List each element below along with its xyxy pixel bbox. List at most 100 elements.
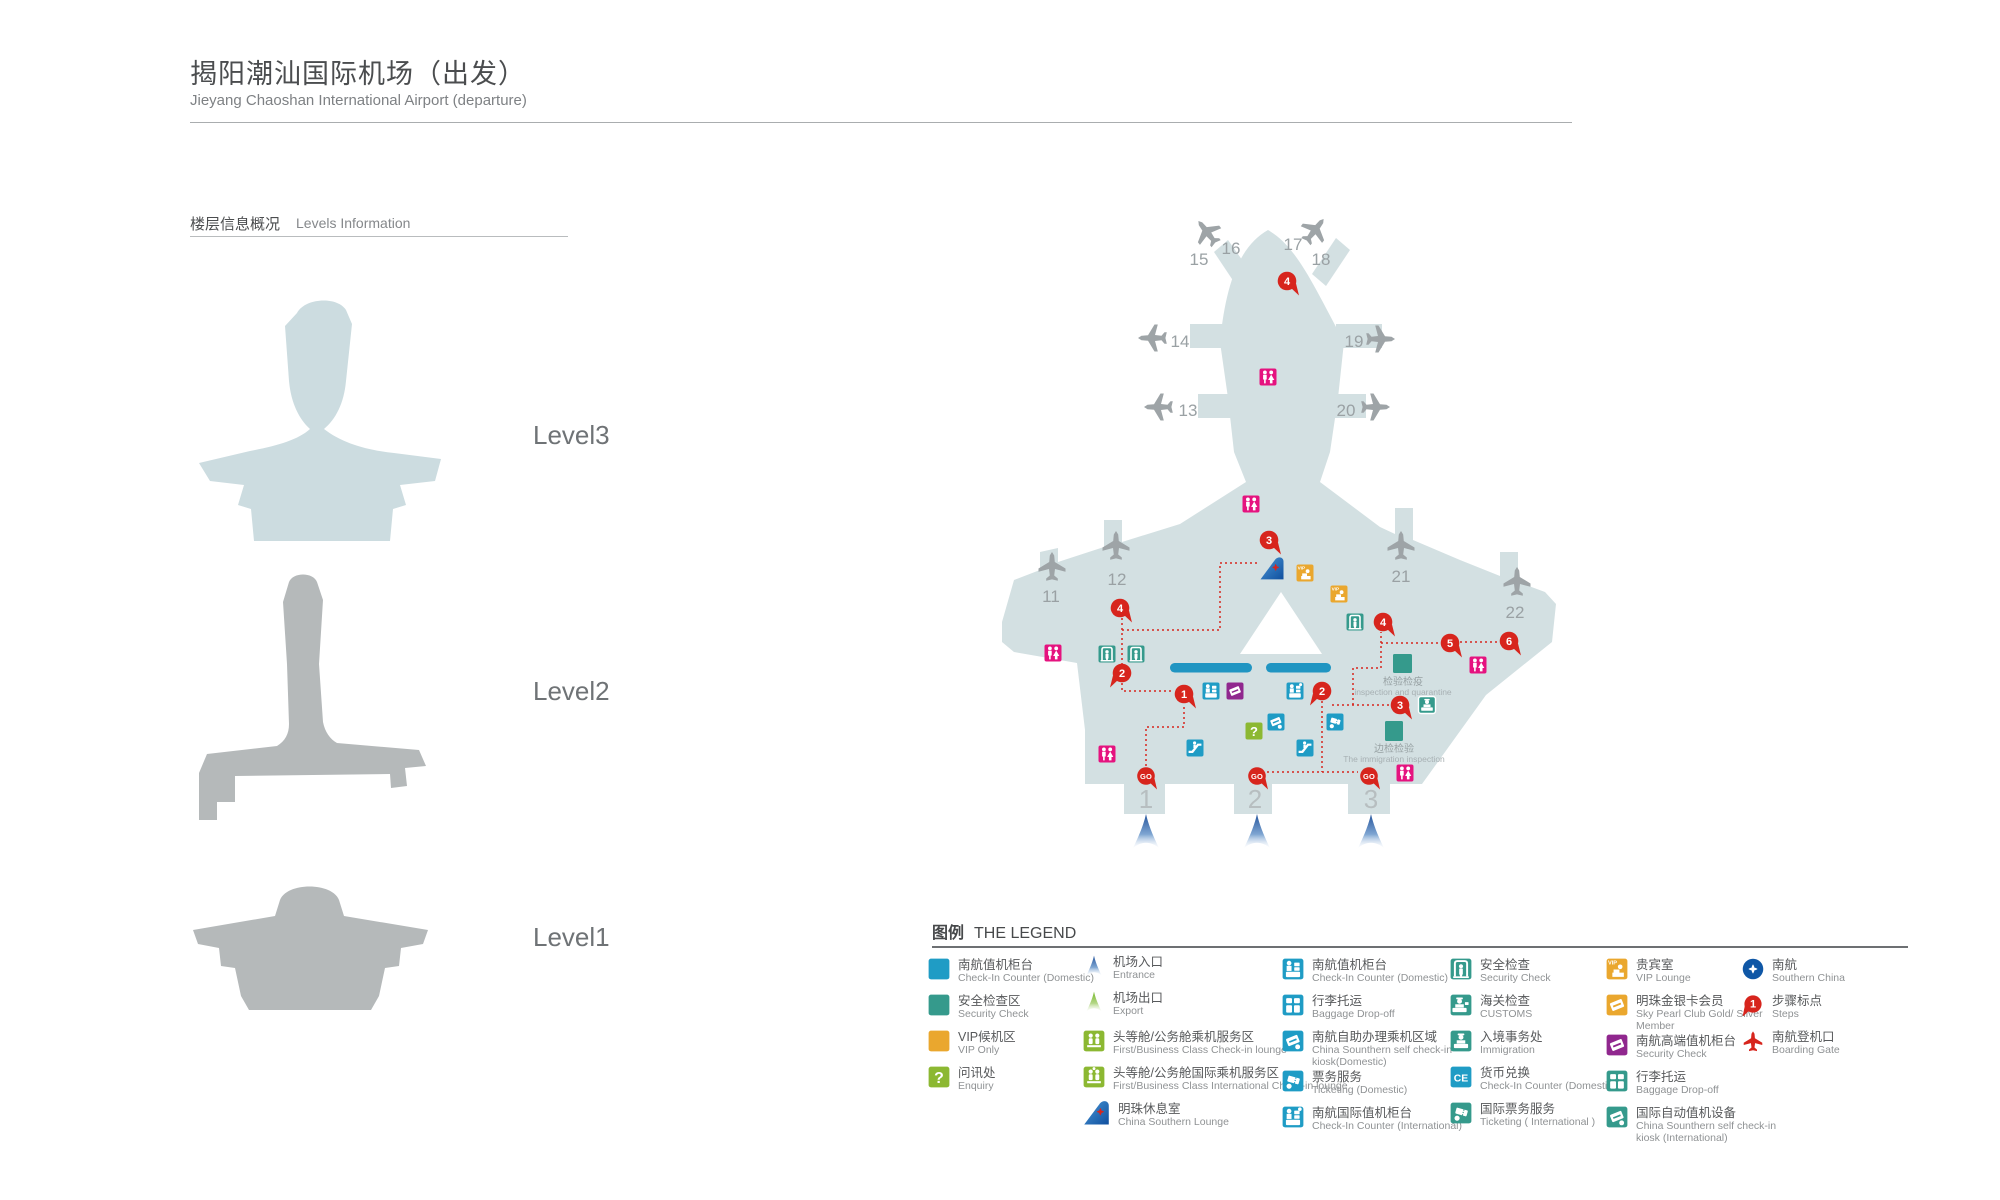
legend-en: Ticketing (Domestic) (1312, 1084, 1408, 1097)
legend-item: 行李托运 Baggage Drop-off (1282, 994, 1395, 1020)
legend-zh: 贵宾室 (1636, 958, 1674, 972)
legend-zh: 步骤标点 (1772, 994, 1823, 1008)
legend-item: VIP候机区 VIP Only (928, 1030, 1016, 1056)
security-check-icon (1450, 958, 1472, 980)
escalator-icon (1187, 740, 1204, 757)
levels-divider (190, 236, 568, 237)
immigration-icon (1450, 1030, 1472, 1052)
level3-label: Level3 (533, 420, 610, 450)
premium-checkin-icon (1227, 683, 1244, 700)
page-subtitle: Jieyang Chaoshan International Airport (… (190, 92, 527, 109)
legend-zh: 行李托运 (1636, 1070, 1687, 1084)
escalator-icon (1297, 740, 1314, 757)
step-marker-6: 6 (1499, 631, 1521, 656)
legend-zh: 机场出口 (1113, 991, 1164, 1005)
immigration-label-en: The immigration inspection (1343, 754, 1445, 764)
entrance-3-number: 3 (1364, 784, 1378, 814)
legend-en: Baggage Drop-off (1312, 1008, 1395, 1021)
gate-19: 19 (1345, 332, 1364, 351)
legend-zh: 海关检查 (1480, 994, 1531, 1008)
svg-text:6: 6 (1506, 636, 1512, 648)
legend-zh: 国际自动值机设备 (1636, 1106, 1737, 1120)
gate-17: 17 (1284, 235, 1303, 254)
legend-item: 海关检查 CUSTOMS (1450, 994, 1532, 1020)
legend-zh: 明珠休息室 (1118, 1102, 1181, 1116)
ticketing-domestic-icon (1282, 1070, 1304, 1092)
step-marker-3: 3 (1390, 695, 1412, 720)
legend-item: 头等舱/公务舱乘机服务区 First/Business Class Check-… (1083, 1030, 1287, 1056)
legend-item: 贵宾室 VIP Lounge (1606, 958, 1691, 984)
checkin-counter-bar (1266, 663, 1331, 673)
entrance-arrow-icon (1133, 814, 1159, 848)
intl-checkin-counter-icon (1282, 1106, 1304, 1128)
svg-text:2: 2 (1319, 686, 1325, 698)
svg-text:1: 1 (1750, 998, 1756, 1010)
legend-en: Entrance (1113, 969, 1156, 982)
legend-zh: 问讯处 (958, 1066, 996, 1080)
legend-en: China Sounthern self check-in kiosk (Int… (1636, 1120, 1777, 1145)
entrance-arrow-icon (1086, 955, 1102, 976)
checkin-counter-icon (1282, 958, 1304, 980)
legend-zh: 头等舱/公务舱乘机服务区 (1113, 1030, 1254, 1044)
legend-en: Security Check (1636, 1048, 1707, 1061)
atrium-notch (1240, 592, 1322, 654)
legend-en: Boarding Gate (1772, 1044, 1840, 1057)
step-marker-2: 2 (1310, 681, 1332, 706)
legend-zh: 头等舱/公务舱国际乘机服务区 (1113, 1066, 1279, 1080)
immigration-icon (1419, 697, 1436, 714)
levels-heading-en: Levels Information (296, 215, 411, 231)
self-checkin-kiosk-icon (1268, 714, 1285, 731)
legend-zh: 行李托运 (1312, 994, 1363, 1008)
currency-exchange-icon (1450, 1066, 1472, 1088)
security-check-icon (1099, 646, 1116, 663)
legend-item: 国际票务服务 Ticketing ( International ) (1450, 1102, 1595, 1128)
vip-lounge-icon (1297, 565, 1314, 582)
legend-item: 票务服务 Ticketing (Domestic) (1282, 1070, 1407, 1096)
toilet-icon (1099, 746, 1116, 763)
vip-lounge-icon (1331, 586, 1348, 603)
gate-11: 11 (1042, 587, 1060, 606)
legend-item: 货币兑换 Check-In Counter (Domestic) (1450, 1066, 1616, 1092)
legend-heading-zh: 图例 (932, 925, 965, 942)
plane-icon (1144, 393, 1173, 421)
legend-zh: 安全检查 (1480, 958, 1531, 972)
legend-heading: 图例 THE LEGEND (932, 919, 1076, 943)
legend-en: Southern China (1772, 972, 1845, 985)
legend-en: Baggage Drop-off (1636, 1084, 1719, 1097)
legend-en: Immigration (1480, 1044, 1535, 1057)
toilet-icon (1260, 369, 1277, 386)
legend-en: Security Check (1480, 972, 1551, 985)
entrance-arrow-icon (1244, 814, 1270, 848)
level1-label: Level1 (533, 922, 610, 952)
step-marker-2: 2 (1110, 663, 1132, 688)
security-check-icon (1128, 646, 1145, 663)
legend-zh: 南航 (1772, 958, 1798, 972)
route-lines (1121, 562, 1499, 776)
intl-checkin-counter-icon (1287, 683, 1304, 700)
svg-text:GO: GO (1251, 772, 1263, 781)
legend-en: First/Business Class Check-in lounge (1113, 1044, 1287, 1057)
quarantine-label-en: inspection and quarantine (1354, 687, 1452, 697)
legend-en: Check-In Counter (Domestic) (1312, 972, 1448, 985)
legend-item: 入境事务处 Immigration (1450, 1030, 1543, 1056)
level2-silhouette (199, 574, 426, 820)
exit-arrow-icon (1086, 991, 1102, 1012)
legend-item: 南航高端值机柜台 Security Check (1606, 1034, 1736, 1060)
header-divider (190, 122, 1572, 123)
step-markers: 4 3 4 2 1 2 3 4 5 6 (1110, 271, 1521, 720)
entrance-arrow-icon (1358, 814, 1384, 848)
checkin-counter-icon (1203, 683, 1220, 700)
terminal-map: 检验检疫 inspection and quarantine 边检检验 The … (1002, 210, 1556, 848)
legend-en: Check-In Counter (Domestic) (1480, 1080, 1616, 1093)
vip-zone-icon (928, 1030, 950, 1052)
legend-en: China Southern Lounge (1118, 1116, 1229, 1129)
legend-zh: 南航高端值机柜台 (1636, 1034, 1737, 1048)
legend-en: Check-In Counter (Domestic) (958, 972, 1094, 985)
legend-item: 1 步骤标点 Steps (1742, 994, 1822, 1020)
quarantine-label-zh: 检验检疫 (1383, 675, 1423, 688)
levels-heading-zh: 楼层信息概况 (190, 216, 281, 233)
legend-item: 国际自动值机设备 China Sounthern self check-in k… (1606, 1106, 1788, 1145)
first-class-lounge-icon (1083, 1030, 1105, 1052)
legend-zh: 国际票务服务 (1480, 1102, 1556, 1116)
gate-16: 16 (1222, 239, 1241, 258)
